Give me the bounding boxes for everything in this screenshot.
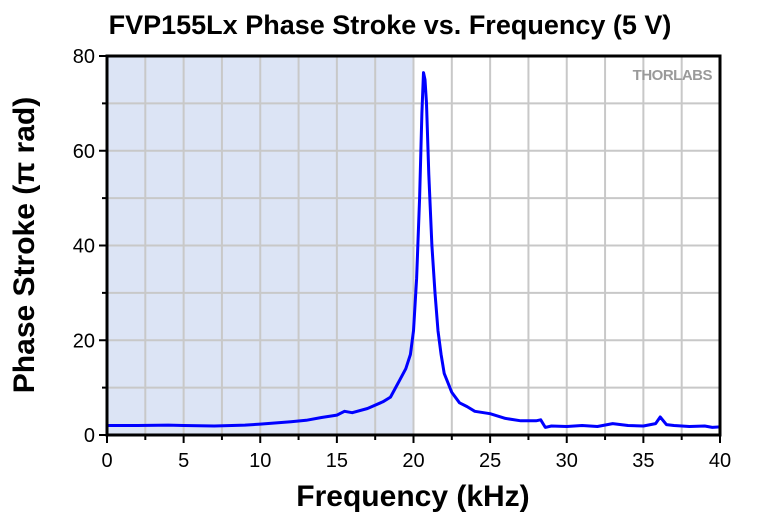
x-tick-label: 25 (479, 450, 501, 472)
x-tick-label: 5 (178, 450, 189, 472)
x-axis-label: Frequency (kHz) (296, 480, 529, 513)
x-tick-label: 35 (632, 450, 654, 472)
x-tick-label: 40 (709, 450, 731, 472)
x-tick-label: 0 (101, 450, 112, 472)
chart-title: FVP155Lx Phase Stroke vs. Frequency (5 V… (109, 10, 672, 40)
y-tick-label: 40 (73, 236, 95, 258)
y-tick-label: 0 (84, 425, 95, 447)
y-axis-label: Phase Stroke (π rad) (8, 97, 41, 393)
phase-stroke-line (107, 71, 721, 429)
y-tick-label: 80 (73, 46, 95, 68)
x-tick-label: 10 (249, 450, 271, 472)
x-tick-label: 30 (556, 450, 578, 472)
y-tick-label: 60 (73, 141, 95, 163)
y-tick-label: 20 (73, 330, 95, 352)
x-tick-label: 15 (326, 450, 348, 472)
x-tick-label: 20 (402, 450, 424, 472)
thorlabs-logo: THORLABS (633, 67, 713, 84)
